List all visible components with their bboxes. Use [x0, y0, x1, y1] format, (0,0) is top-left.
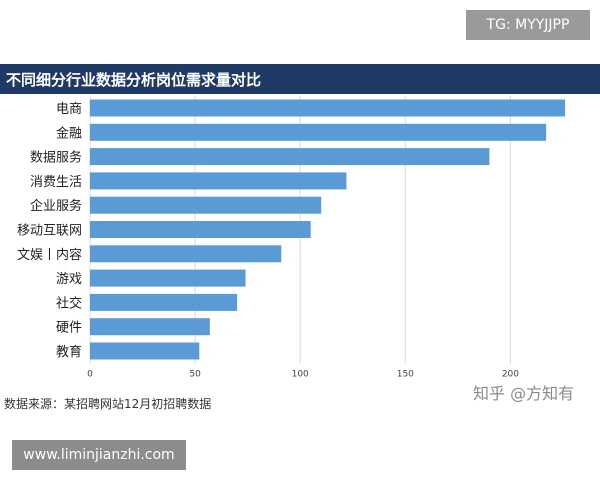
bar [90, 342, 200, 360]
category-label: 社交 [56, 295, 82, 311]
bar [90, 221, 311, 238]
category-label: 文娱丨内容 [17, 247, 82, 263]
chart-title-bar: 不同细分行业数据分析岗位需求量对比 [0, 64, 600, 94]
category-label: 金融 [56, 125, 82, 141]
url-badge: www.liminjianzhi.com [12, 440, 186, 470]
x-tick-label: 100 [292, 370, 309, 380]
bar [90, 245, 282, 263]
category-label: 电商 [56, 102, 82, 117]
bar [90, 123, 547, 141]
x-tick-label: 150 [397, 370, 414, 380]
zhihu-watermark: 知乎 @方知有 [473, 384, 575, 403]
bar [90, 293, 238, 311]
category-label: 企业服务 [30, 198, 82, 214]
category-label: 教育 [56, 344, 82, 360]
category-label: 消费生活 [30, 175, 82, 190]
category-label: 数据服务 [30, 150, 82, 166]
bar [90, 318, 210, 336]
x-tick-label: 200 [502, 370, 519, 380]
x-tick-label: 50 [189, 370, 201, 380]
bar-layer [90, 99, 566, 360]
bar [90, 196, 322, 214]
category-label: 硬件 [56, 321, 82, 336]
bar [90, 269, 246, 287]
x-tick-label: 0 [87, 370, 93, 380]
tick-layer: 0 50 100 150 200 [87, 370, 519, 380]
source-note: 数据来源：某招聘网站12月初招聘数据 [4, 397, 212, 411]
bar [90, 99, 566, 117]
category-label: 移动互联网 [17, 224, 82, 239]
bar [90, 172, 347, 190]
tg-badge: TG: MYYJJPP [466, 10, 590, 40]
bar [90, 148, 490, 166]
chart-title: 不同细分行业数据分析岗位需求量对比 [6, 70, 262, 89]
category-label: 游戏 [56, 272, 82, 287]
